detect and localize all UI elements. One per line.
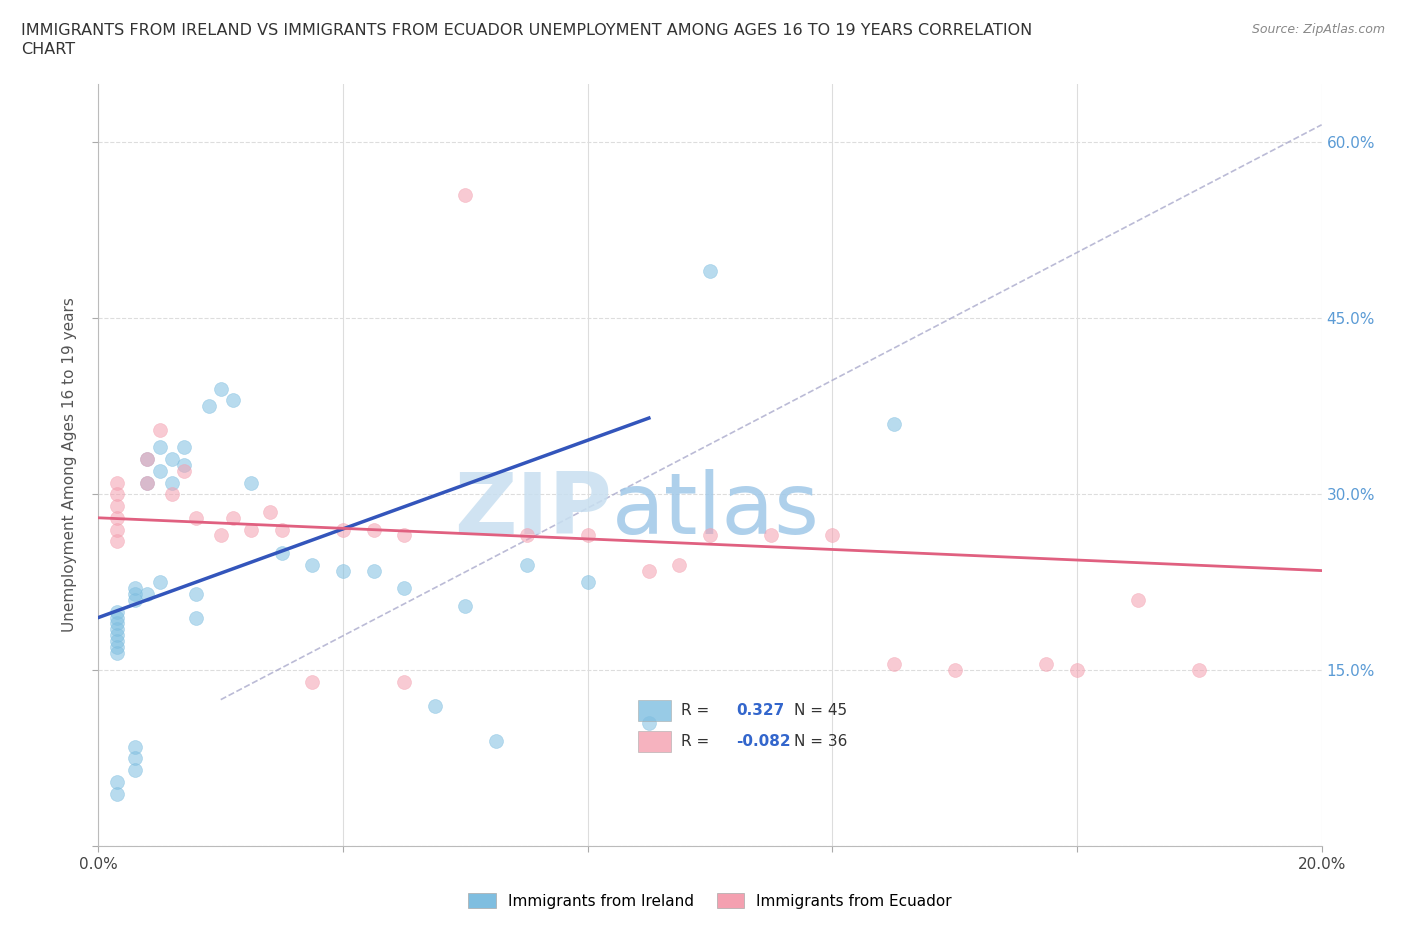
Point [240,522,263,537]
Text: atlas: atlas [612,470,820,552]
Point [160,452,183,467]
Point [699,528,721,543]
Point [759,528,782,543]
Point [209,381,232,396]
Y-axis label: Unemployment Among Ages 16 to 19 years: Unemployment Among Ages 16 to 19 years [62,298,77,632]
Point [392,528,416,543]
Point [270,546,292,561]
Point [637,716,661,731]
Point [124,763,146,777]
Point [105,487,128,502]
Point [105,498,128,513]
Legend: Immigrants from Ireland, Immigrants from Ecuador: Immigrants from Ireland, Immigrants from… [463,887,957,915]
Point [516,528,538,543]
Point [173,458,195,472]
Point [1128,592,1150,607]
Point [270,522,292,537]
Point [105,628,128,643]
Point [240,475,263,490]
Point [105,511,128,525]
Point [637,564,661,578]
FancyBboxPatch shape [638,731,671,752]
Point [105,604,128,619]
Point [943,663,966,678]
Text: ZIP: ZIP [454,470,612,552]
Point [332,564,354,578]
Point [173,463,195,478]
Point [124,739,146,754]
Point [149,422,172,437]
Text: CHART: CHART [21,42,75,57]
Point [105,610,128,625]
Text: N = 45: N = 45 [793,703,846,718]
Point [1035,657,1057,671]
Point [222,511,245,525]
Point [149,463,172,478]
Point [392,580,416,595]
Point [105,775,128,790]
Point [259,504,281,519]
Point [160,487,183,502]
Point [821,528,844,543]
Point [301,674,323,689]
Point [136,475,159,490]
Point [576,528,599,543]
Point [124,587,146,602]
Point [186,587,208,602]
Point [1188,663,1211,678]
Text: IMMIGRANTS FROM IRELAND VS IMMIGRANTS FROM ECUADOR UNEMPLOYMENT AMONG AGES 16 TO: IMMIGRANTS FROM IRELAND VS IMMIGRANTS FR… [21,23,1032,38]
Point [124,751,146,765]
Point [516,557,538,572]
FancyBboxPatch shape [638,700,671,721]
Point [186,511,208,525]
Point [186,610,208,625]
Point [576,575,599,590]
Point [124,580,146,595]
Point [883,417,905,432]
Point [149,575,172,590]
Text: R =: R = [681,735,709,750]
Point [222,393,245,408]
Point [136,475,159,490]
Point [149,440,172,455]
Point [105,622,128,637]
Point [136,452,159,467]
Point [105,522,128,537]
Point [136,452,159,467]
Point [1066,663,1088,678]
Point [454,188,477,203]
Point [883,657,905,671]
Point [160,475,183,490]
Point [423,698,446,713]
Point [197,399,219,414]
Point [136,587,159,602]
Text: R =: R = [681,703,709,718]
Text: N = 36: N = 36 [793,735,846,750]
Point [209,528,232,543]
Point [105,640,128,655]
Point [485,733,508,748]
Text: Source: ZipAtlas.com: Source: ZipAtlas.com [1251,23,1385,36]
Point [105,475,128,490]
Point [454,598,477,613]
Point [392,674,416,689]
Point [105,786,128,801]
Text: -0.082: -0.082 [735,735,790,750]
Text: 0.327: 0.327 [735,703,785,718]
Point [173,440,195,455]
Point [699,264,721,279]
Point [105,534,128,549]
Point [105,645,128,660]
Point [124,592,146,607]
Point [332,522,354,537]
Point [668,557,690,572]
Point [105,633,128,648]
Point [105,616,128,631]
Point [363,522,385,537]
Point [301,557,323,572]
Point [363,564,385,578]
